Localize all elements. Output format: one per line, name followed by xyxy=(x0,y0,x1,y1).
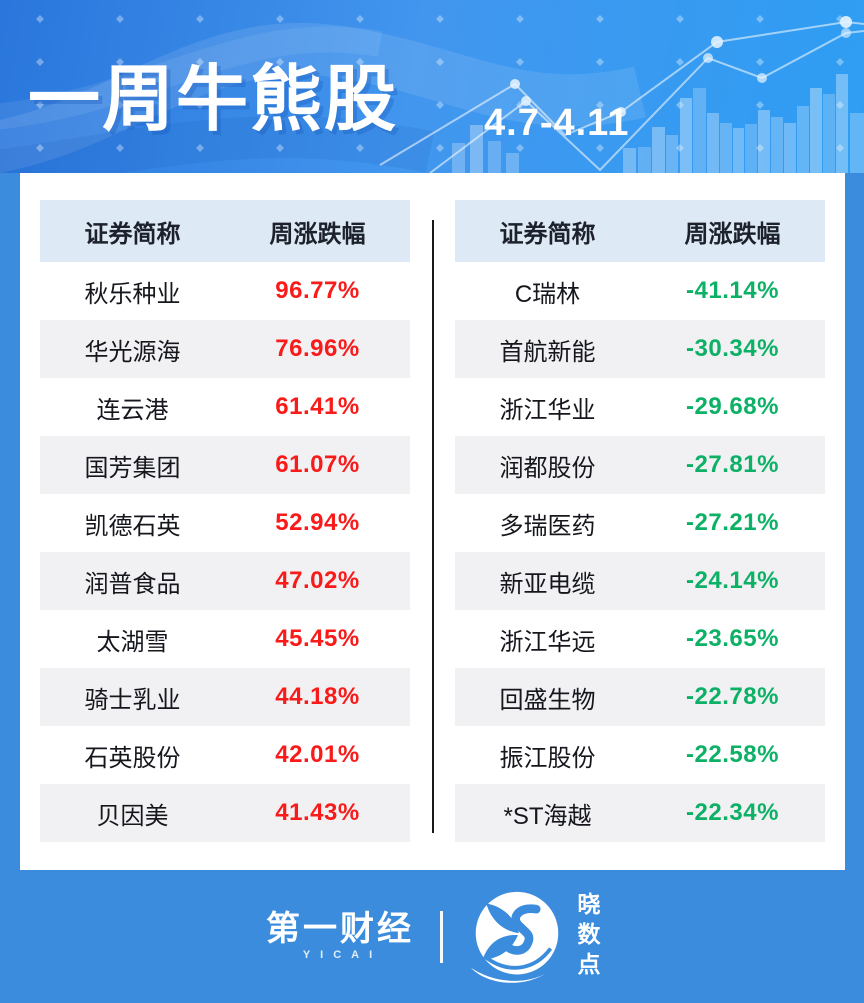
stock-name: 润都股份 xyxy=(499,454,596,482)
footer-divider xyxy=(440,910,443,963)
column-header-name: 证券简称 xyxy=(499,220,596,248)
table-row: 秋乐种业 96.77% xyxy=(40,262,410,320)
dots-pattern xyxy=(0,0,864,173)
table-row: 连云港 61.41% xyxy=(40,378,410,436)
weekly-change: -27.21% xyxy=(686,509,779,536)
weekly-change: -41.14% xyxy=(686,277,779,304)
stock-name: 回盛生物 xyxy=(499,686,596,714)
yicai-logo-text: 第一财经 xyxy=(266,910,414,948)
stock-name: 贝因美 xyxy=(96,802,169,830)
table-row: 振江股份 -22.58% xyxy=(455,726,825,784)
line-chart-nodes xyxy=(510,16,852,117)
column-header-change: 周涨跌幅 xyxy=(684,220,781,248)
xiaoshudian-logo: 晓数点 xyxy=(469,889,600,985)
table-row: 浙江华业 -29.68% xyxy=(455,378,825,436)
bar-chart-decoration xyxy=(452,74,864,173)
column-header-change: 周涨跌幅 xyxy=(269,220,366,248)
weekly-change: 47.02% xyxy=(275,567,360,594)
weekly-change: 42.01% xyxy=(275,741,360,768)
weekly-change: -30.34% xyxy=(686,335,779,362)
table-row: 华光源海 76.96% xyxy=(40,320,410,378)
stock-name: 秋乐种业 xyxy=(84,280,181,308)
losers-table-header: 证券简称 周涨跌幅 xyxy=(455,200,825,262)
xs-logo-text: 晓数点 xyxy=(574,891,600,982)
header-decoration xyxy=(0,0,864,173)
weekly-change: 41.43% xyxy=(275,799,360,826)
weekly-change: 44.18% xyxy=(275,683,360,710)
stock-name: 润普食品 xyxy=(84,570,181,598)
stock-name: 连云港 xyxy=(96,396,169,424)
stock-name: 新亚电缆 xyxy=(499,570,596,598)
xs-logo-icon xyxy=(470,891,559,983)
weekly-change: 45.45% xyxy=(275,625,360,652)
table-row: 回盛生物 -22.78% xyxy=(455,668,825,726)
gainers-table-header: 证券简称 周涨跌幅 xyxy=(40,200,410,262)
stock-name: 浙江华远 xyxy=(499,628,596,656)
losers-table-body: C瑞林 -41.14% 首航新能 -30.34% 浙江华业 -29.68% 润都… xyxy=(455,262,825,842)
stock-name: 振江股份 xyxy=(499,744,596,772)
header-banner: 一周牛熊股 4.7-4.11 xyxy=(0,0,864,173)
stock-name: C瑞林 xyxy=(514,280,581,308)
stock-name: 多瑞医药 xyxy=(499,512,596,540)
weekly-change: 61.07% xyxy=(275,451,360,478)
weekly-change: -23.65% xyxy=(686,625,779,652)
weekly-change: 52.94% xyxy=(275,509,360,536)
table-row: 浙江华远 -23.65% xyxy=(455,610,825,668)
table-row: 新亚电缆 -24.14% xyxy=(455,552,825,610)
tables-divider xyxy=(432,220,434,833)
table-row: 凯德石英 52.94% xyxy=(40,494,410,552)
losers-table: 证券简称 周涨跌幅 C瑞林 -41.14% 首航新能 -30.34% 浙江华业 … xyxy=(455,200,825,842)
weekly-change: -29.68% xyxy=(686,393,779,420)
page-title: 一周牛熊股 xyxy=(28,60,399,140)
yicai-logo: 第一财经 YICAI xyxy=(266,912,414,961)
table-row: 太湖雪 45.45% xyxy=(40,610,410,668)
date-range: 4.7-4.11 xyxy=(484,102,630,144)
weekly-change: 76.96% xyxy=(275,335,360,362)
gainers-table: 证券简称 周涨跌幅 秋乐种业 96.77% 华光源海 76.96% 连云港 61… xyxy=(40,200,410,842)
gainers-table-body: 秋乐种业 96.77% 华光源海 76.96% 连云港 61.41% 国芳集团 … xyxy=(40,262,410,842)
stock-name: 凯德石英 xyxy=(84,512,181,540)
table-row: 润都股份 -27.81% xyxy=(455,436,825,494)
weekly-change: -24.14% xyxy=(686,567,779,594)
table-row: 骑士乳业 44.18% xyxy=(40,668,410,726)
stock-name: 石英股份 xyxy=(84,744,181,772)
table-row: 石英股份 42.01% xyxy=(40,726,410,784)
weekly-change: 61.41% xyxy=(275,393,360,420)
stock-name: 国芳集团 xyxy=(84,454,181,482)
stock-name: 首航新能 xyxy=(499,338,596,366)
stock-name: 浙江华业 xyxy=(499,396,596,424)
weekly-change: -27.81% xyxy=(686,451,779,478)
table-row: 多瑞医药 -27.21% xyxy=(455,494,825,552)
table-row: 贝因美 41.43% xyxy=(40,784,410,842)
weekly-change: -22.58% xyxy=(686,741,779,768)
table-row: C瑞林 -41.14% xyxy=(455,262,825,320)
weekly-change: -22.78% xyxy=(686,683,779,710)
table-row: 首航新能 -30.34% xyxy=(455,320,825,378)
stock-name: *ST海越 xyxy=(503,802,592,830)
column-header-name: 证券简称 xyxy=(84,220,181,248)
weekly-change: -22.34% xyxy=(686,799,779,826)
footer: 第一财经 YICAI 晓数点 xyxy=(0,870,864,1003)
yicai-logo-subtext: YICAI xyxy=(302,949,383,961)
stock-name: 华光源海 xyxy=(84,338,181,366)
table-row: *ST海越 -22.34% xyxy=(455,784,825,842)
stock-name: 骑士乳业 xyxy=(84,686,181,714)
weekly-change: 96.77% xyxy=(275,277,360,304)
table-row: 润普食品 47.02% xyxy=(40,552,410,610)
stock-name: 太湖雪 xyxy=(96,628,169,656)
table-row: 国芳集团 61.07% xyxy=(40,436,410,494)
content-card: 证券简称 周涨跌幅 秋乐种业 96.77% 华光源海 76.96% 连云港 61… xyxy=(20,173,845,870)
